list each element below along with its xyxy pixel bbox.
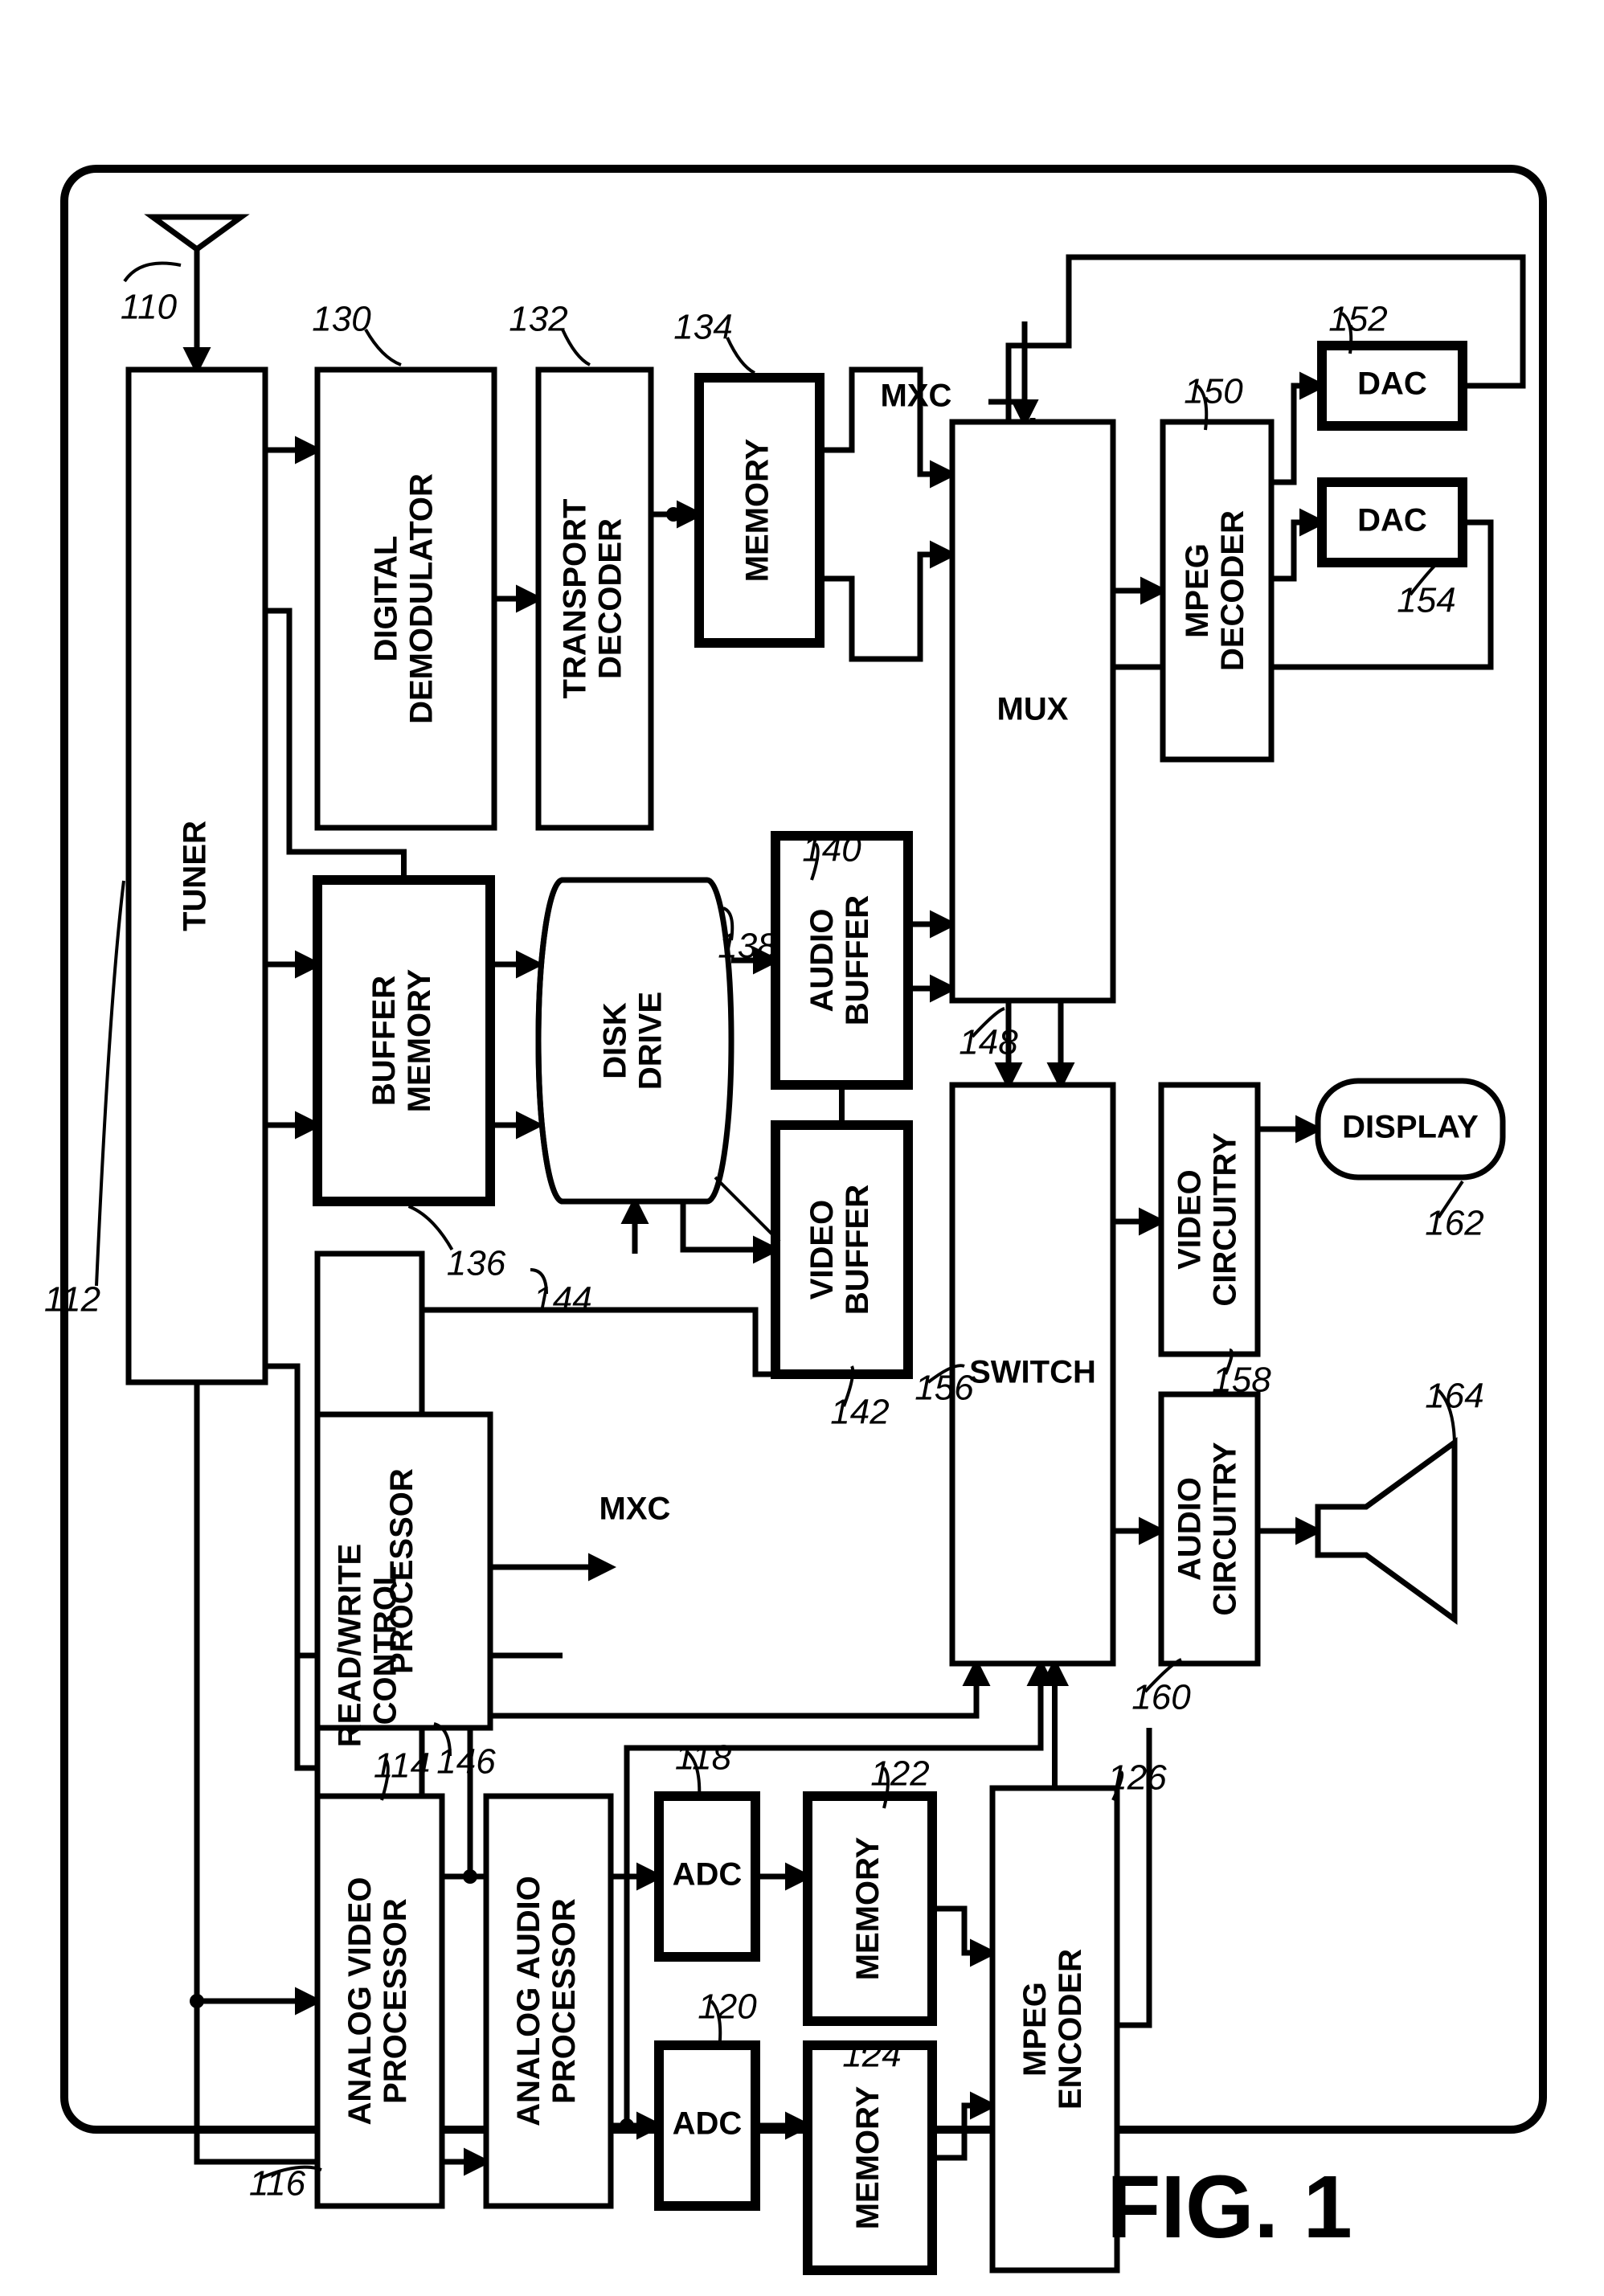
mem124-label: MEMORY (850, 2085, 886, 2229)
ref-146: 146 (436, 1742, 496, 1782)
ref-138: 138 (718, 927, 777, 966)
transp_dec-label: TRANSPORT (558, 499, 593, 699)
ref-150: 150 (1184, 372, 1243, 411)
video_circ-label: CIRCUITRY (1208, 1132, 1243, 1307)
mpeg_enc-label: MPEG (1017, 1982, 1053, 2077)
disk_drive-label: DRIVE (633, 992, 669, 1090)
ref-160: 160 (1131, 1678, 1191, 1717)
ref-116: 116 (249, 2164, 306, 2204)
dac1-label: DAC (1357, 366, 1427, 402)
mxc_proc: MXC (599, 1492, 671, 1527)
memory134-label: MEMORY (740, 438, 775, 582)
dig_demod-label: DIGITAL (369, 535, 404, 661)
ref-144: 144 (533, 1280, 591, 1320)
transp_dec-label: DECODER (593, 518, 628, 679)
av_proc-label: PROCESSOR (378, 1898, 413, 2104)
ref-132: 132 (509, 300, 567, 339)
mxc_top: MXC (881, 379, 952, 414)
switch-label: SWITCH (969, 1355, 1096, 1390)
dig_demod-label: DEMODULATOR (404, 473, 440, 724)
audio_buf-label: AUDIO (804, 909, 840, 1013)
ref-126: 126 (1107, 1758, 1167, 1798)
adc1-label: ADC (673, 1857, 743, 1893)
mem122-label: MEMORY (850, 1836, 886, 1980)
ref-120: 120 (698, 1987, 757, 2027)
adc2-label: ADC (673, 2106, 743, 2142)
mpeg_dec-label: DECODER (1215, 510, 1250, 671)
buf_mem-label: BUFFER (366, 976, 402, 1106)
video_buf-label: VIDEO (804, 1200, 840, 1299)
mux-label: MUX (997, 692, 1069, 727)
ref-156: 156 (915, 1369, 974, 1408)
ref-124: 124 (842, 2036, 901, 2075)
ref-158: 158 (1212, 1361, 1271, 1400)
ref-122: 122 (870, 1754, 929, 1794)
ref-118: 118 (675, 1738, 732, 1778)
mpeg_dec-label: MPEG (1180, 543, 1215, 638)
ref-142: 142 (830, 1393, 889, 1432)
ref-134: 134 (673, 308, 732, 347)
av_proc-label: ANALOG VIDEO (342, 1877, 378, 2126)
audio_circ-label: AUDIO (1172, 1477, 1208, 1581)
dac2-label: DAC (1357, 503, 1427, 538)
ref-148: 148 (959, 1023, 1018, 1062)
audio_circ-label: CIRCUITRY (1208, 1442, 1243, 1616)
ref-110: 110 (121, 288, 178, 327)
video_circ-label: VIDEO (1172, 1169, 1208, 1269)
ref-162: 162 (1425, 1204, 1483, 1243)
rw_control-label: READ/WRITE (333, 1544, 368, 1747)
ref-136: 136 (447, 1244, 506, 1283)
ref-130: 130 (312, 300, 371, 339)
disk_drive-label: DISK (598, 1002, 633, 1079)
ref-154: 154 (1397, 581, 1455, 620)
mpeg_enc-label: ENCODER (1053, 1949, 1088, 2110)
aa_proc-label: PROCESSOR (546, 1898, 582, 2104)
ref-112: 112 (44, 1280, 100, 1320)
ref-114: 114 (374, 1746, 430, 1786)
video_buf-label: BUFFER (840, 1185, 875, 1315)
aa_proc-label: ANALOG AUDIO (511, 1876, 546, 2126)
ref-152: 152 (1328, 300, 1387, 339)
buf_mem-label: MEMORY (402, 968, 437, 1112)
tuner-label: TUNER (178, 821, 213, 931)
display-label: DISPLAY (1342, 1110, 1479, 1145)
ref-140: 140 (802, 830, 861, 870)
figure-label: FIG. 1 (1107, 2158, 1352, 2257)
processor-label: PROCESSOR (384, 1468, 419, 1674)
ref-164: 164 (1425, 1377, 1483, 1416)
audio_buf-label: BUFFER (840, 895, 875, 1025)
